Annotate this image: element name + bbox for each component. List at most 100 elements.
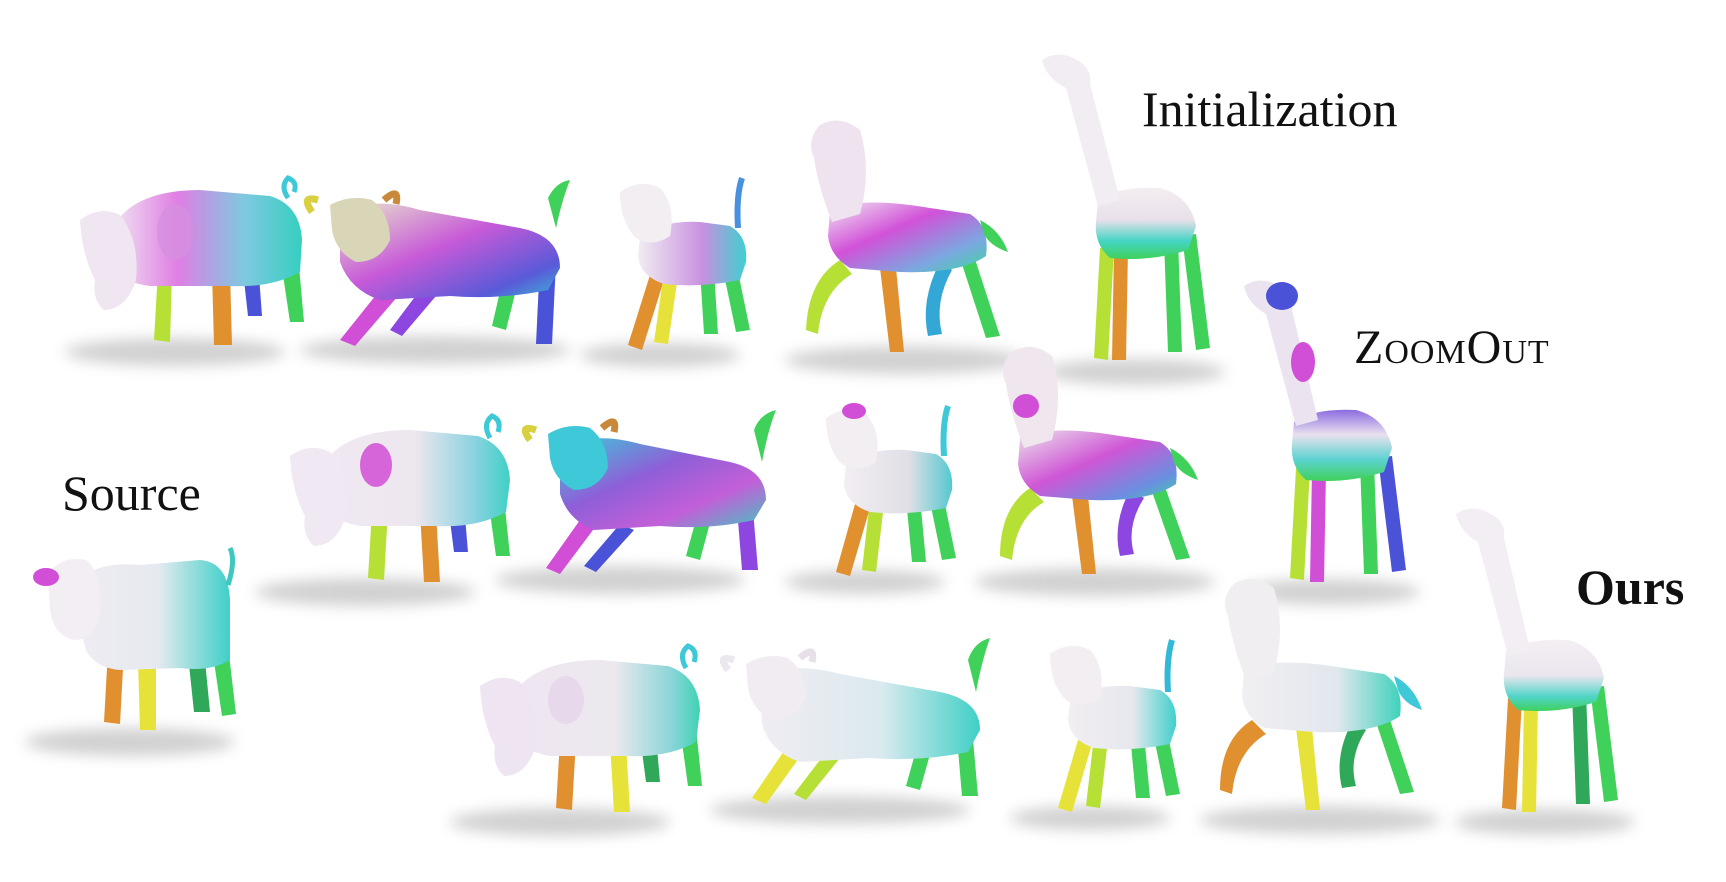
- ours-label: Ours: [1576, 559, 1685, 615]
- shadow: [975, 568, 1215, 596]
- head: [48, 559, 101, 640]
- leg: [1086, 736, 1108, 808]
- shadow: [25, 728, 235, 756]
- shadow: [1010, 806, 1170, 830]
- leg: [610, 742, 630, 812]
- leg: [925, 262, 952, 336]
- shadow: [1045, 359, 1225, 385]
- leg: [906, 498, 926, 562]
- leg: [960, 256, 1000, 338]
- neck-head: [811, 120, 866, 222]
- leg: [880, 268, 904, 352]
- leg: [794, 752, 840, 800]
- horn: [797, 648, 817, 663]
- body: [510, 660, 700, 757]
- leg: [1182, 234, 1210, 350]
- shadow: [785, 570, 945, 594]
- head: [746, 656, 806, 720]
- shadow: [710, 796, 970, 824]
- neck-head: [1244, 280, 1318, 426]
- shadow: [785, 346, 1025, 374]
- tail: [680, 643, 698, 670]
- leg: [368, 510, 388, 580]
- body: [844, 449, 953, 514]
- source-cow-shape: [25, 546, 236, 756]
- leg: [1374, 714, 1414, 794]
- horn: [521, 424, 538, 443]
- tail: [968, 638, 990, 692]
- neck-head: [1225, 578, 1280, 680]
- leg: [1112, 248, 1128, 360]
- ear: [548, 676, 584, 724]
- leg: [1130, 734, 1150, 798]
- init-bull-shape: [300, 180, 570, 364]
- leg: [556, 740, 576, 810]
- init-dog-shape: [580, 177, 750, 367]
- leg: [1150, 484, 1190, 560]
- shadow: [300, 336, 570, 364]
- tail: [281, 175, 298, 200]
- leg: [1590, 686, 1618, 802]
- body: [320, 430, 510, 527]
- leg: [862, 500, 884, 572]
- leg: [1094, 248, 1114, 360]
- initialization-label: Initialization: [1142, 81, 1398, 137]
- leg: [752, 748, 802, 804]
- muzzle: [1013, 394, 1039, 418]
- zoomout-dog-shape: [785, 403, 956, 594]
- leg: [836, 504, 870, 576]
- leg: [1378, 456, 1406, 572]
- init-pig-shape: [65, 175, 304, 366]
- zoomout-horse-shape: [975, 346, 1215, 596]
- leg: [1290, 468, 1310, 580]
- neck-head: [1042, 54, 1120, 206]
- tail: [225, 546, 236, 586]
- tail: [1170, 448, 1198, 480]
- shadow: [1240, 579, 1420, 605]
- head: [290, 447, 347, 546]
- leg: [1296, 728, 1320, 810]
- head: [826, 409, 878, 469]
- leg: [1572, 692, 1590, 804]
- body: [1095, 187, 1196, 259]
- head: [1050, 645, 1102, 705]
- shadow: [450, 808, 670, 836]
- leg: [1522, 700, 1538, 812]
- ear: [157, 204, 193, 260]
- neck-patch: [1291, 342, 1315, 382]
- leg: [700, 270, 718, 334]
- leg: [138, 660, 156, 730]
- body: [110, 190, 302, 287]
- leg: [154, 270, 172, 342]
- shadow: [580, 343, 740, 367]
- body: [1242, 662, 1401, 733]
- tail: [734, 177, 745, 229]
- shadow: [1200, 806, 1440, 834]
- zoomout-giraffe-shape: [1240, 280, 1420, 605]
- leg: [628, 275, 664, 350]
- tail: [1164, 639, 1175, 693]
- tail: [1394, 676, 1422, 710]
- leg: [1310, 470, 1326, 582]
- leg: [1502, 698, 1522, 810]
- init-horse-shape: [785, 120, 1025, 374]
- head: [620, 183, 672, 243]
- horn: [303, 195, 319, 215]
- leg: [1000, 488, 1044, 560]
- leg: [1339, 722, 1366, 788]
- head: [80, 211, 137, 310]
- leg: [212, 272, 232, 345]
- body: [828, 202, 987, 273]
- horn: [381, 190, 401, 205]
- shadow: [65, 338, 285, 366]
- leg: [390, 290, 436, 336]
- leg: [546, 520, 596, 574]
- leg: [1220, 720, 1266, 794]
- body: [340, 203, 560, 300]
- body: [1068, 685, 1177, 750]
- tail: [980, 220, 1008, 252]
- ours-horse-shape: [1200, 578, 1440, 834]
- shadow: [255, 578, 475, 606]
- shadow: [1455, 809, 1635, 835]
